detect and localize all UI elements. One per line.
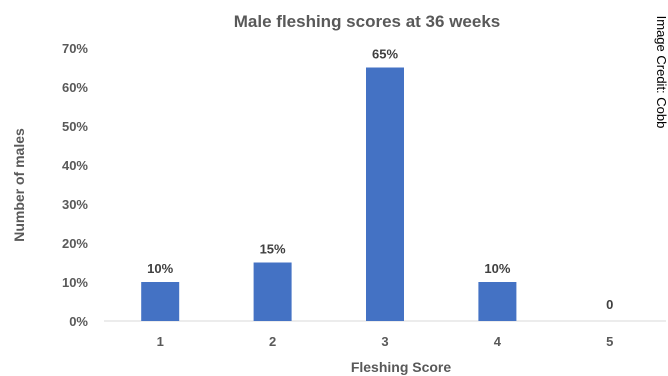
x-tick-label: 3 [381, 334, 388, 349]
y-tick-label: 40% [62, 158, 88, 173]
bar [478, 282, 517, 321]
y-tick-label: 10% [62, 275, 88, 290]
x-tick-label: 4 [494, 334, 502, 349]
data-label: 10% [147, 261, 173, 276]
x-tick-label: 1 [157, 334, 164, 349]
bar [366, 67, 404, 321]
y-tick-label: 60% [62, 80, 88, 95]
y-axis-label: Number of males [11, 128, 27, 242]
y-tick-label: 0% [69, 314, 88, 329]
data-label: 65% [372, 47, 398, 62]
data-label: 15% [260, 242, 286, 257]
x-axis-label: Fleshing Score [351, 359, 452, 375]
data-label: 0 [606, 297, 613, 312]
y-tick-label: 70% [62, 41, 88, 56]
y-tick-label: 50% [62, 119, 88, 134]
chart-title: Male fleshing scores at 36 weeks [234, 12, 500, 31]
bar [141, 282, 180, 321]
y-tick-label: 30% [62, 197, 88, 212]
bar [253, 262, 292, 321]
x-tick-label: 2 [269, 334, 276, 349]
image-credit: Image Credit: Cobb [654, 16, 668, 129]
y-tick-label: 20% [62, 236, 88, 251]
data-label: 10% [484, 261, 510, 276]
x-tick-label: 5 [606, 334, 613, 349]
